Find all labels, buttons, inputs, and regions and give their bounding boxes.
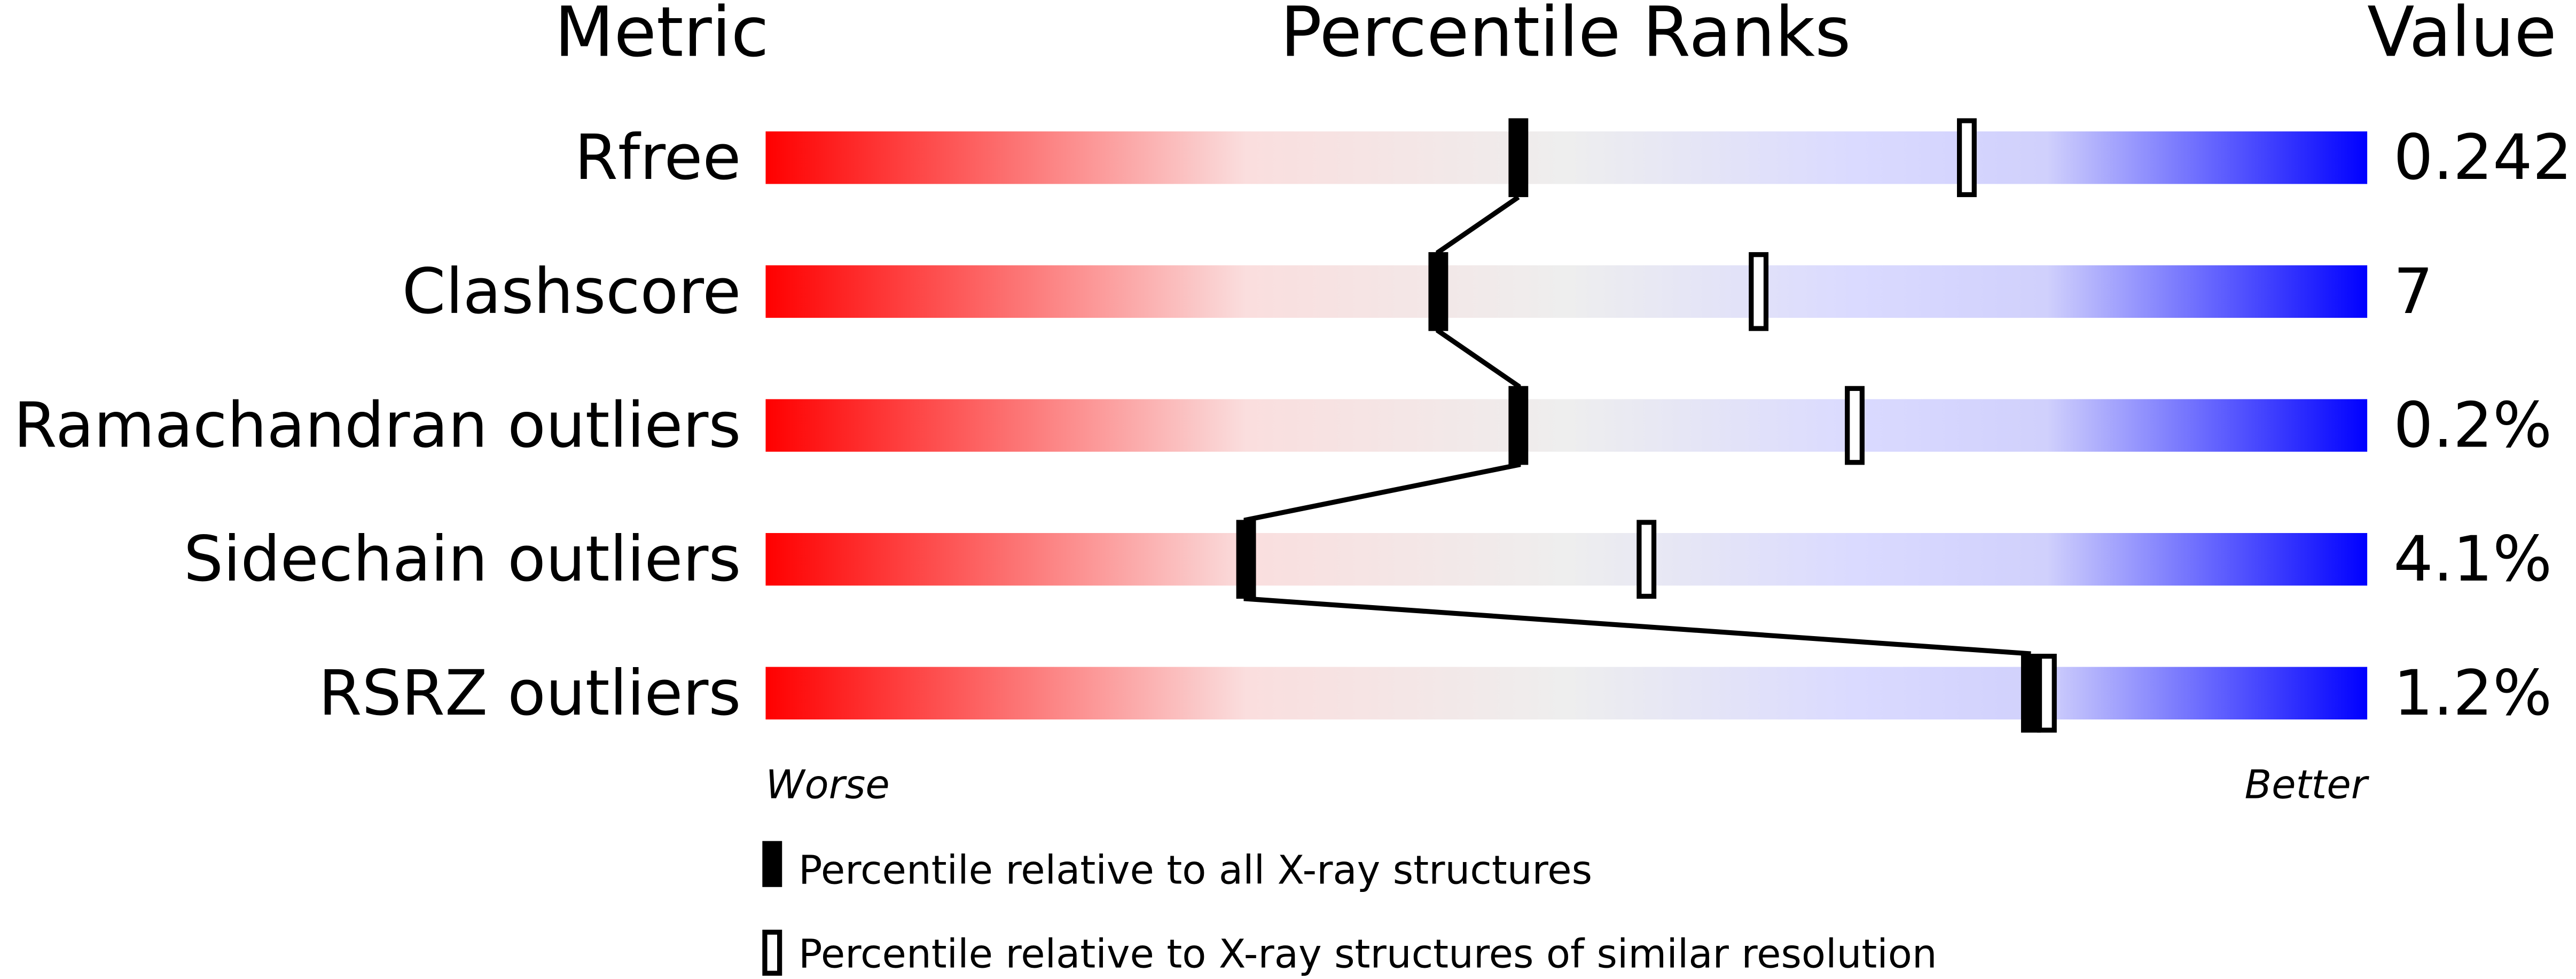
metric-value: 0.2% bbox=[2393, 389, 2552, 462]
legend-filled-label: Percentile relative to all X-ray structu… bbox=[798, 848, 1592, 894]
percentile-bar bbox=[765, 399, 2368, 452]
metric-label: Ramachandran outliers bbox=[13, 389, 741, 462]
percentile-bar bbox=[765, 667, 2368, 720]
marker-all-structures bbox=[1428, 252, 1448, 331]
header-value: Value bbox=[2367, 0, 2557, 73]
metric-value: 4.1% bbox=[2393, 523, 2552, 596]
metric-label: Clashscore bbox=[402, 255, 741, 328]
marker-all-structures bbox=[1236, 520, 1256, 599]
header-percentile-ranks: Percentile Ranks bbox=[1280, 0, 1851, 73]
marker-similar-resolution bbox=[1637, 520, 1657, 599]
metric-value: 7 bbox=[2393, 255, 2433, 328]
metric-label: Sidechain outliers bbox=[184, 523, 741, 596]
legend-open-marker bbox=[762, 929, 782, 976]
metric-value: 1.2% bbox=[2393, 657, 2552, 730]
legend-filled-marker bbox=[762, 841, 782, 887]
legend-open-label: Percentile relative to X-ray structures … bbox=[798, 931, 1937, 977]
metric-label: Rfree bbox=[575, 121, 741, 194]
marker-similar-resolution bbox=[1956, 118, 1977, 198]
percentile-bar bbox=[765, 131, 2368, 184]
percentile-bar bbox=[765, 533, 2368, 586]
marker-similar-resolution bbox=[1749, 252, 1769, 331]
better-label: Better bbox=[2244, 762, 2369, 808]
marker-all-structures bbox=[1508, 118, 1529, 198]
percentile-bar bbox=[765, 265, 2368, 318]
marker-similar-resolution bbox=[1845, 386, 1865, 465]
metric-label: RSRZ outliers bbox=[318, 657, 741, 730]
worse-label: Worse bbox=[765, 762, 889, 808]
header-metric: Metric bbox=[554, 0, 769, 73]
metric-value: 0.242 bbox=[2393, 121, 2572, 194]
marker-similar-resolution bbox=[2037, 654, 2057, 733]
marker-all-structures bbox=[1508, 386, 1529, 465]
